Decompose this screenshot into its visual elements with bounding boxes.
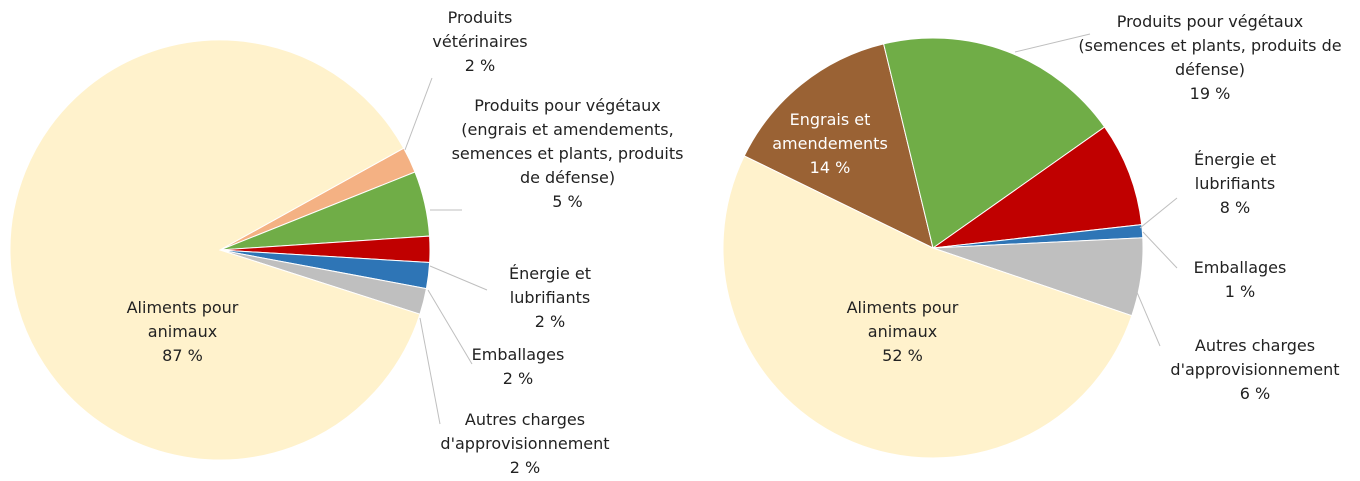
value-label: 2 %: [509, 458, 541, 477]
pie-slice: [722, 155, 1133, 459]
category-label: Emballages: [1193, 258, 1287, 277]
value-label: 6 %: [1239, 384, 1271, 403]
category-label: Produits pour végétaux (engrais et amend…: [451, 96, 684, 187]
category-label: Énergie et lubrifiants: [508, 264, 592, 307]
value-label: 87 %: [162, 346, 203, 365]
leader-line: [419, 317, 441, 425]
leader-line: [427, 289, 473, 365]
data-label: Engrais et amendements 14 %: [745, 108, 915, 180]
category-label: Énergie et lubrifiants: [1193, 150, 1277, 193]
value-label: 8 %: [1219, 198, 1251, 217]
data-label: Autres charges d'approvisionnement 2 %: [410, 408, 640, 480]
leader-line: [1014, 33, 1091, 53]
category-label: Produits vétérinaires: [432, 8, 528, 51]
leader-line: [1142, 231, 1178, 269]
data-label: Autres charges d'approvisionnement 6 %: [1140, 334, 1360, 406]
leader-line: [404, 77, 433, 151]
value-label: 2 %: [502, 369, 534, 388]
value-label: 2 %: [534, 312, 566, 331]
pie-slice: [743, 43, 934, 249]
category-label: Autres charges d'approvisionnement: [440, 410, 610, 453]
data-label: Aliments pour animaux 52 %: [830, 296, 975, 368]
leader-line: [429, 265, 488, 291]
value-label: 1 %: [1224, 282, 1256, 301]
category-label: Aliments pour animaux: [126, 298, 239, 341]
data-label: Énergie et lubrifiants 8 %: [1175, 148, 1295, 220]
data-label: Produits pour végétaux (engrais et amend…: [440, 94, 695, 214]
category-label: Aliments pour animaux: [846, 298, 959, 341]
data-label: Aliments pour animaux 87 %: [110, 296, 255, 368]
category-label: Autres charges d'approvisionnement: [1170, 336, 1340, 379]
value-label: 19 %: [1189, 84, 1231, 103]
data-label: Produits vétérinaires 2 %: [420, 6, 540, 78]
pie-slice: [9, 39, 421, 461]
value-label: 5 %: [552, 192, 583, 211]
leader-line: [1135, 289, 1161, 347]
data-label: Emballages 1 %: [1180, 256, 1300, 304]
data-label: Produits pour végétaux (semences et plan…: [1075, 10, 1345, 106]
category-label: Produits pour végétaux (semences et plan…: [1078, 12, 1342, 79]
category-label: Emballages: [471, 345, 565, 364]
pie-slice: [883, 37, 1106, 249]
leader-line: [1139, 197, 1178, 229]
value-label: 14 %: [809, 158, 851, 177]
data-label: Emballages 2 %: [458, 343, 578, 391]
pie-slice: [932, 126, 1143, 249]
value-label: 52 %: [882, 346, 923, 365]
value-label: 2 %: [464, 56, 496, 75]
data-label: Énergie et lubrifiants 2 %: [490, 262, 610, 334]
category-label: Engrais et amendements: [772, 110, 888, 153]
